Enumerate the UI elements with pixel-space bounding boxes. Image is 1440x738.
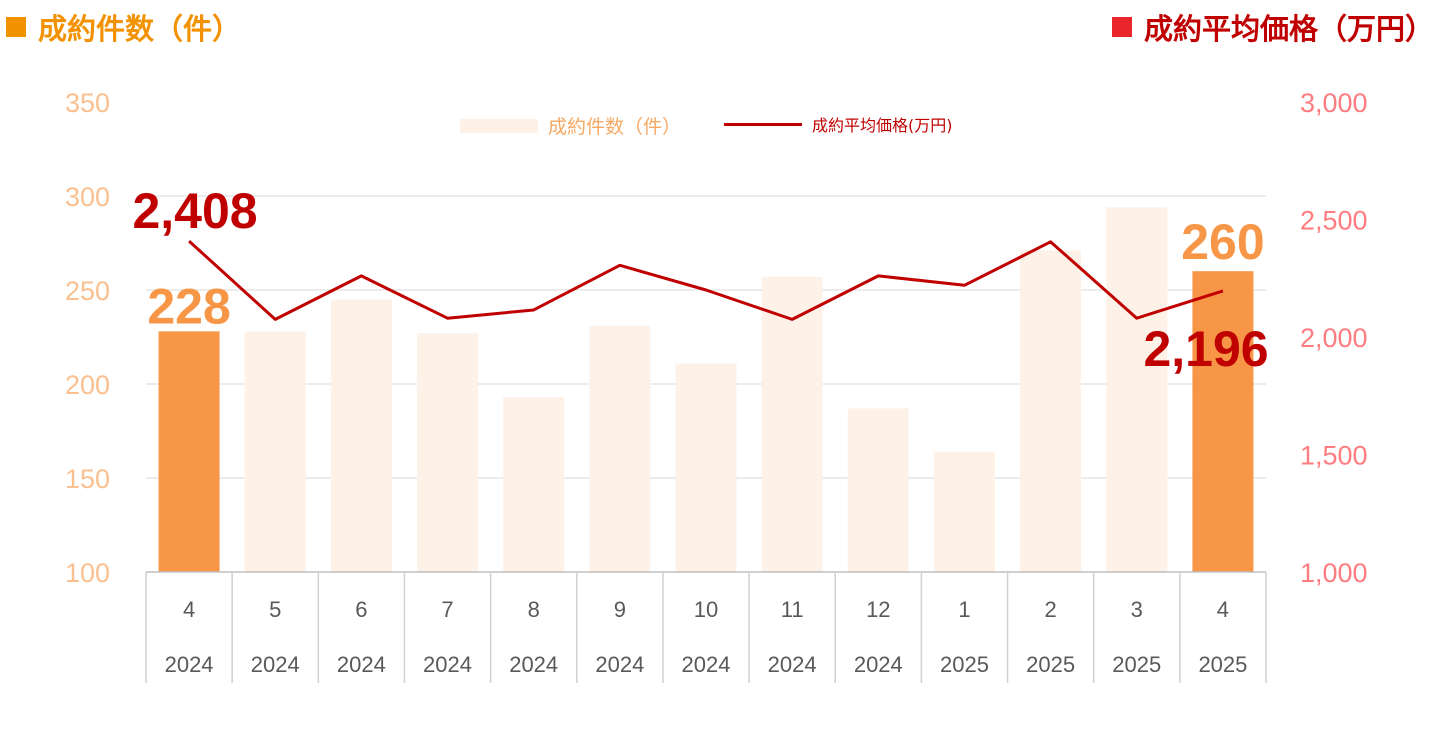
line-data-label: 2,196 <box>1143 321 1268 377</box>
bar <box>158 331 220 572</box>
right-axis-tick-label: 2,000 <box>1300 323 1368 353</box>
right-axis-tick-label: 1,500 <box>1300 441 1368 471</box>
bar <box>1106 207 1168 572</box>
x-axis-month-label: 4 <box>183 597 195 622</box>
x-axis-year-label: 2024 <box>251 652 300 677</box>
left-axis-tick-label: 250 <box>65 276 110 306</box>
x-axis-year-label: 2024 <box>337 652 386 677</box>
bar <box>589 325 651 572</box>
bar-axis-title-text: 成約件数（件） <box>38 12 242 46</box>
left-axis-tick-label: 350 <box>65 88 110 118</box>
x-axis-year-label: 2024 <box>509 652 558 677</box>
x-axis-month-label: 5 <box>269 597 281 622</box>
bar <box>1192 271 1254 572</box>
x-axis-month-label: 1 <box>958 597 970 622</box>
bar <box>933 451 995 572</box>
x-axis-month-label: 11 <box>781 597 804 622</box>
x-axis-year-label: 2024 <box>165 652 214 677</box>
legend-bar-label: 成約件数（件） <box>548 116 682 138</box>
legend-item-line: 成約平均価格(万円) <box>724 112 953 136</box>
x-axis-month-label: 10 <box>694 597 718 622</box>
x-axis-year-label: 2025 <box>1112 652 1161 677</box>
right-axis-tick-label: 2,500 <box>1300 206 1368 236</box>
bar <box>330 299 392 572</box>
bar <box>761 276 823 572</box>
x-axis-year-label: 2024 <box>595 652 644 677</box>
x-axis-month-label: 7 <box>441 597 453 622</box>
x-axis-year-label: 2025 <box>1026 652 1075 677</box>
x-axis-month-label: 3 <box>1131 597 1143 622</box>
bar-data-label: 228 <box>147 278 230 334</box>
left-axis-tick-label: 200 <box>65 370 110 400</box>
price-line <box>188 240 1224 321</box>
legend-bar-swatch <box>460 118 538 133</box>
bar <box>847 408 909 572</box>
left-axis-tick-label: 100 <box>65 558 110 588</box>
x-axis-year-label: 2025 <box>1198 652 1247 677</box>
bar <box>503 397 565 572</box>
left-axis-tick-label: 300 <box>65 182 110 212</box>
x-axis-month-label: 2 <box>1044 597 1056 622</box>
legend-item-bars: 成約件数（件） <box>460 112 681 139</box>
line-axis-title: 成約平均価格（万円） <box>1111 6 1434 48</box>
bar-axis-title: 成約件数（件） <box>6 6 241 48</box>
legend-line-label: 成約平均価格(万円) <box>812 116 953 135</box>
x-axis-year-label: 2025 <box>940 652 989 677</box>
right-axis-tick-label: 3,000 <box>1300 88 1368 118</box>
x-axis-year-label: 2024 <box>423 652 472 677</box>
x-axis-month-label: 4 <box>1217 597 1229 622</box>
line-data-label: 2,408 <box>132 183 257 239</box>
bar <box>244 331 306 572</box>
bar <box>417 333 479 572</box>
bar <box>675 363 737 572</box>
bar <box>1020 250 1082 572</box>
x-axis-month-label: 6 <box>355 597 367 622</box>
x-axis-month-label: 9 <box>614 597 626 622</box>
line-axis-title-text: 成約平均価格（万円） <box>1143 12 1434 46</box>
x-axis-year-label: 2024 <box>682 652 731 677</box>
x-axis-month-label: 8 <box>528 597 540 622</box>
right-axis-tick-label: 1,000 <box>1300 558 1368 588</box>
x-axis-year-label: 2024 <box>854 652 903 677</box>
x-axis-month-label: 12 <box>866 597 890 622</box>
orange-square-icon <box>6 17 26 37</box>
left-axis-tick-label: 150 <box>65 464 110 494</box>
red-square-icon <box>1111 17 1132 37</box>
bar-data-label: 260 <box>1181 214 1264 270</box>
legend-line-swatch <box>724 122 802 126</box>
x-axis-year-label: 2024 <box>768 652 817 677</box>
